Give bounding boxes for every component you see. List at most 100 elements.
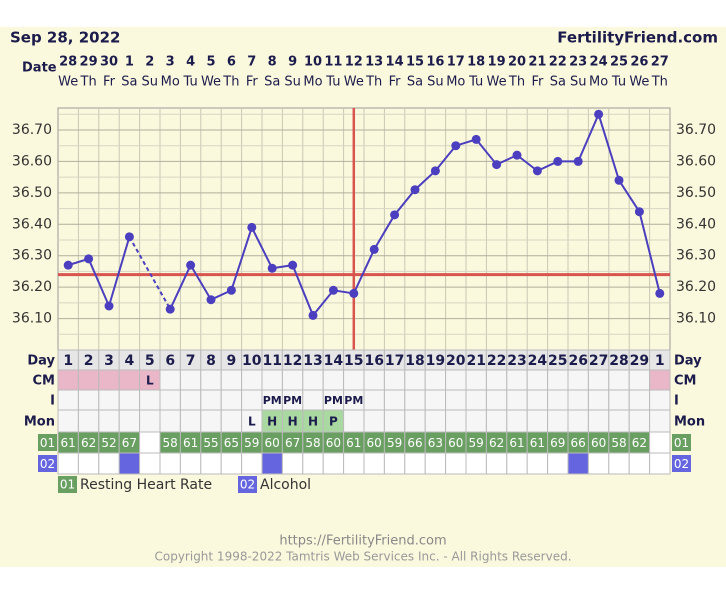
cell [159, 389, 181, 411]
temperature-point [471, 134, 481, 144]
cell [465, 389, 487, 411]
date-number: 12 [345, 55, 363, 70]
temperature-point [451, 141, 461, 151]
date-number: 2 [145, 55, 154, 70]
cell-text: 61 [61, 436, 76, 450]
temperature-point [104, 301, 114, 311]
weekday: Sa [407, 75, 423, 90]
alcohol-cell [77, 452, 100, 475]
date-number: 30 [100, 55, 118, 70]
cell [485, 409, 508, 433]
temperature-point [410, 185, 420, 195]
cell-text: L [146, 374, 154, 388]
cell-text: 10 [242, 353, 262, 369]
date-number: 7 [247, 55, 256, 70]
temperature-point [634, 207, 644, 217]
row-label: Mon [674, 415, 705, 430]
row-label: CM [33, 374, 55, 389]
weekday: Fr [246, 75, 259, 90]
alcohol-cell [179, 452, 202, 475]
cell [649, 369, 671, 391]
weekday: Th [222, 75, 239, 90]
cell-text: 4 [125, 353, 135, 369]
date-number: 11 [324, 55, 342, 70]
row-code: 02 [40, 457, 55, 471]
cell [587, 389, 610, 411]
cell [587, 369, 610, 391]
cell [547, 409, 569, 433]
date-number: 18 [467, 55, 485, 70]
alcohol-cell [485, 452, 508, 475]
cell-text: 20 [446, 353, 466, 369]
cell [118, 389, 141, 411]
y-tick-label: 36.30 [12, 248, 52, 264]
cell-text: 15 [344, 353, 363, 369]
row-code: 01 [674, 436, 689, 450]
chart-date: Sep 28, 2022 [10, 29, 120, 47]
cell-text: 61 [509, 436, 524, 450]
temperature-point [308, 310, 318, 320]
weekday: We [58, 75, 78, 90]
alcohol-cell [506, 452, 528, 475]
weekday: Mo [161, 75, 180, 90]
date-number: 15 [406, 55, 424, 70]
cell-text: PM [283, 394, 302, 407]
alcohol-cell [322, 452, 345, 475]
cell-text: 29 [630, 353, 649, 369]
cell [220, 409, 243, 433]
cell [139, 389, 161, 411]
cell-text: 60 [367, 436, 382, 450]
cell [322, 369, 345, 391]
cell [547, 369, 569, 391]
alcohol-cell [547, 452, 569, 475]
alcohol-cell [445, 452, 467, 475]
cell-text: 18 [405, 353, 424, 369]
alcohol-cell [261, 452, 283, 475]
cell-text: PM [324, 394, 343, 407]
temperature-point [553, 156, 563, 166]
cell [383, 409, 406, 433]
date-number: 22 [549, 55, 567, 70]
cell-text: L [248, 415, 256, 429]
y2-tick-label: 36.70 [676, 122, 716, 138]
row-label: I [50, 394, 55, 409]
cell [220, 369, 243, 391]
cell [77, 389, 100, 411]
cell [57, 369, 79, 391]
temperature-point [512, 150, 522, 160]
temperature-point [614, 175, 624, 185]
cell-text: 61 [346, 436, 361, 450]
cell-text: 60 [326, 436, 341, 450]
cell [424, 409, 447, 433]
alcohol-cell [424, 452, 447, 475]
cell [383, 389, 406, 411]
y2-tick-label: 36.60 [676, 153, 716, 169]
cell [179, 389, 202, 411]
cell [363, 409, 385, 433]
date-number: 27 [651, 55, 669, 70]
cell [159, 409, 181, 433]
date-number: 19 [488, 55, 506, 70]
cell-text: 27 [589, 353, 608, 369]
y-tick-label: 36.50 [12, 185, 52, 201]
cell [526, 389, 549, 411]
row-code: 01 [40, 436, 55, 450]
cell [506, 389, 528, 411]
cell [445, 389, 467, 411]
row-code: 02 [674, 457, 689, 471]
cell [465, 369, 487, 391]
cell-text: PM [344, 394, 363, 407]
date-number: 10 [304, 55, 322, 70]
y2-tick-label: 36.30 [676, 248, 716, 264]
cell-text: 26 [568, 353, 587, 369]
weekday: Th [80, 75, 97, 90]
cell [302, 369, 324, 391]
cell [649, 431, 671, 454]
cell [424, 389, 447, 411]
cell-text: 9 [227, 353, 237, 369]
cell [649, 389, 671, 411]
legend-label: Alcohol [260, 477, 311, 493]
cell-text: 61 [183, 436, 198, 450]
weekday: Su [427, 75, 444, 90]
cell [404, 369, 426, 391]
